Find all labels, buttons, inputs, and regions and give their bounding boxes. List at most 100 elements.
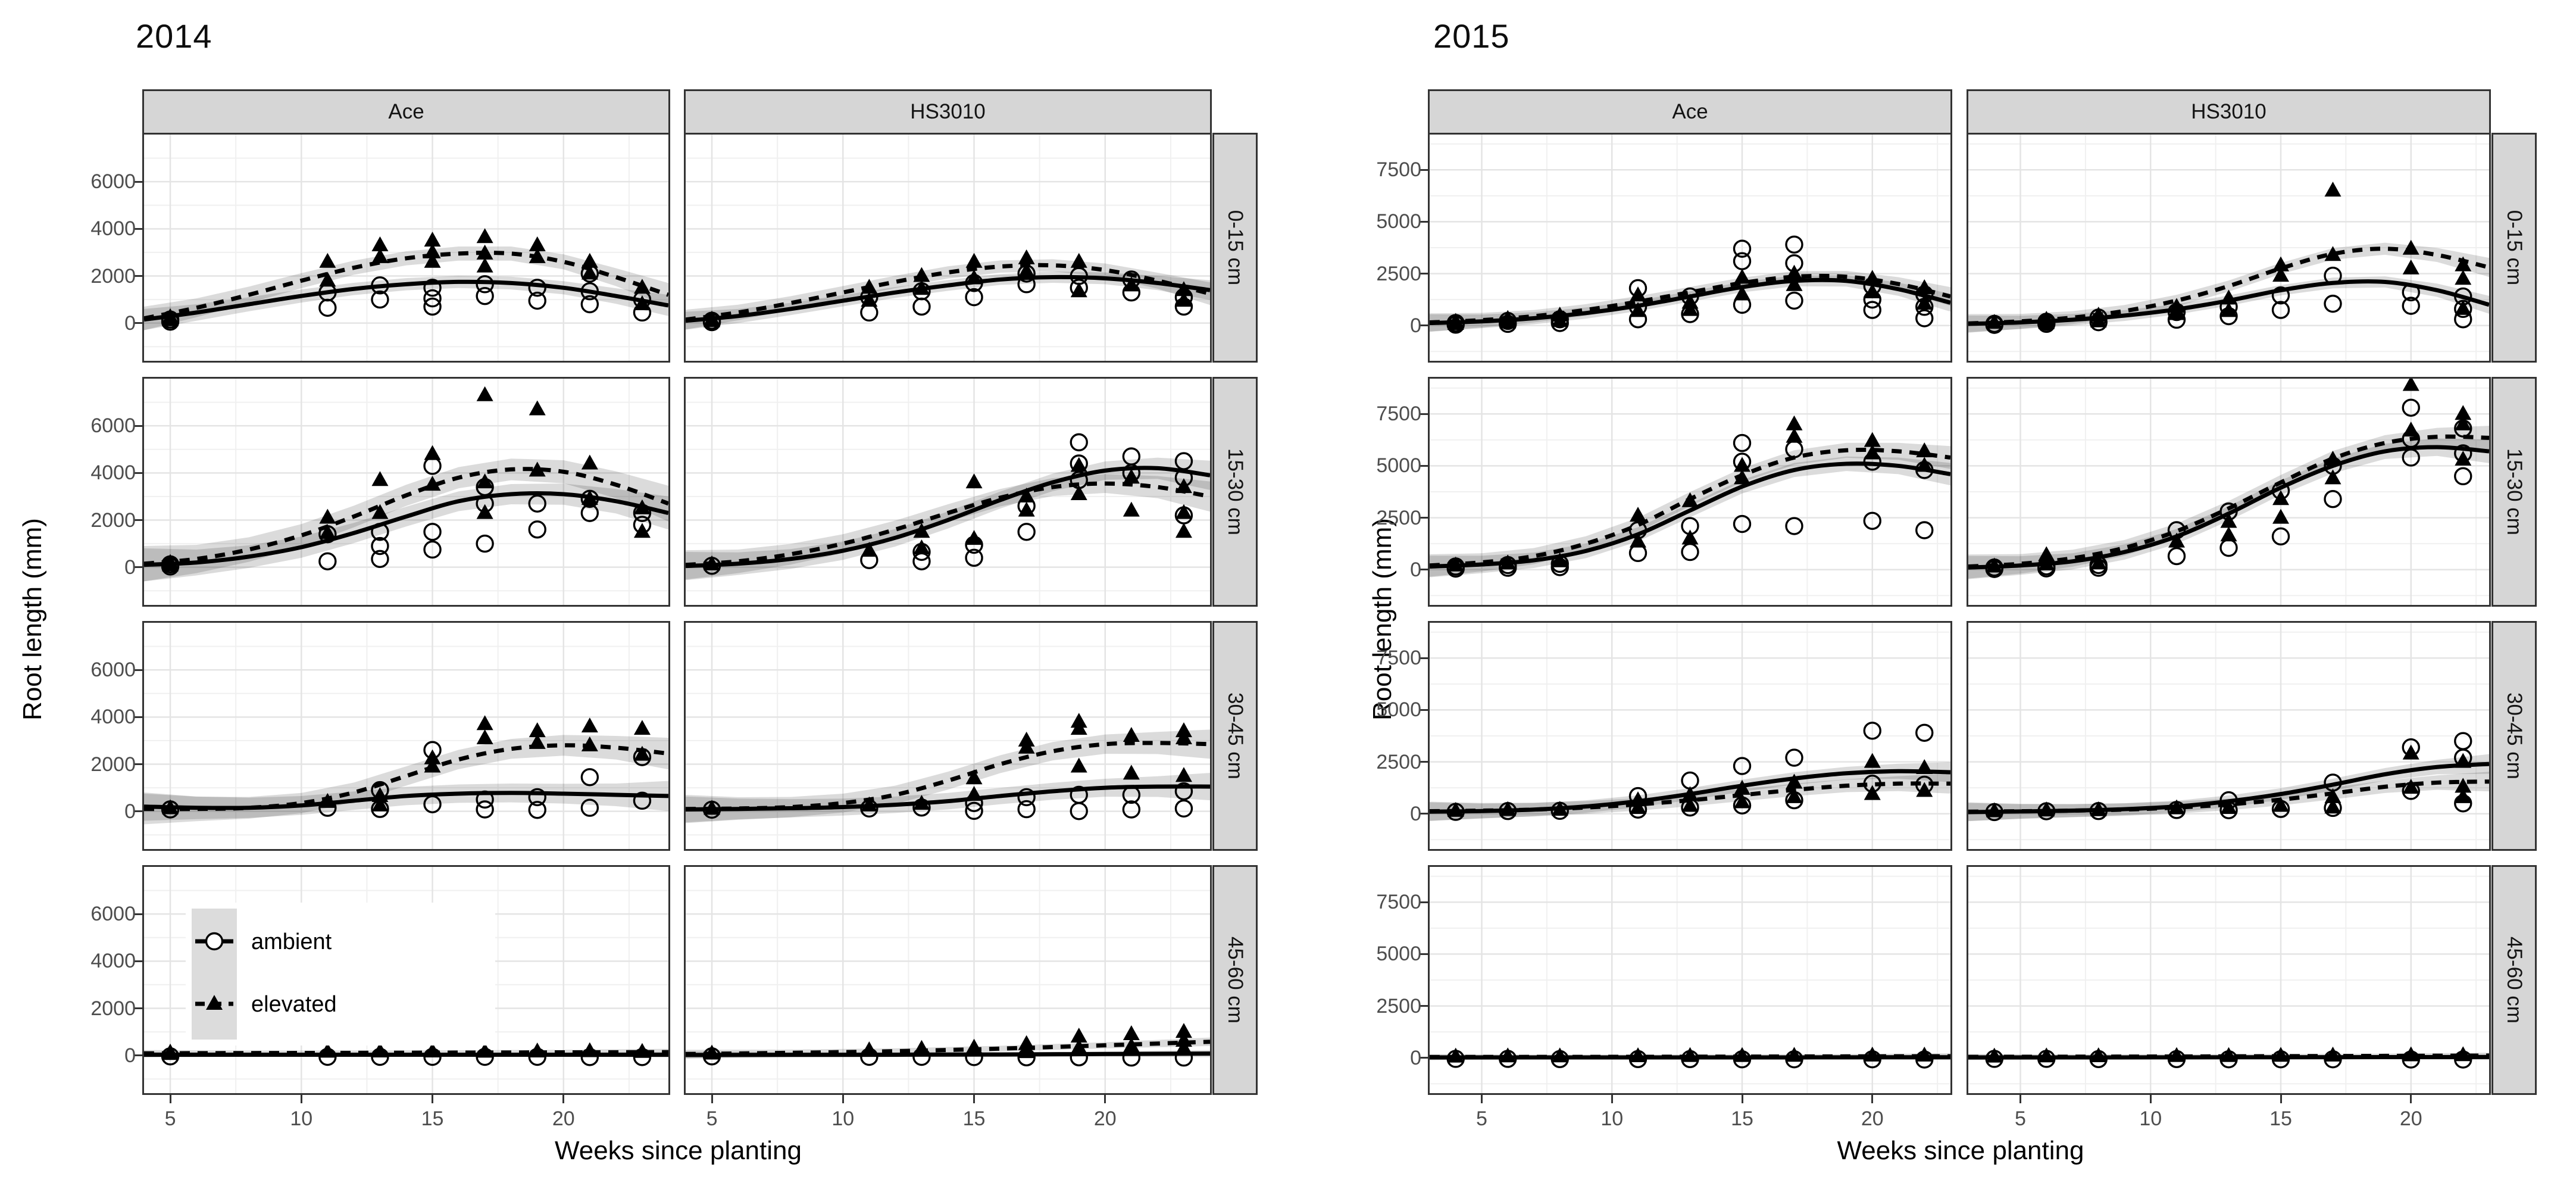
treatment-legend: ambient elevated (186, 903, 495, 1046)
facet-row-strip-30-45-cm: 30-45 cm (2491, 621, 2537, 851)
y-tick-mark (1420, 813, 1428, 815)
panel-2015-Ace-30-45-cm-plot (1430, 623, 1950, 849)
y-tick-label: 0 (124, 1044, 136, 1067)
y-tick-label: 2500 (1376, 750, 1421, 773)
x-tick-label: 5 (1476, 1107, 1487, 1130)
x-tick-label: 10 (2139, 1107, 2162, 1130)
x-tick-mark (2149, 1095, 2152, 1103)
y-tick-mark (134, 425, 142, 427)
y-tick-mark (1420, 517, 1428, 519)
panel-2015-Ace-15-30-cm-plot (1430, 379, 1950, 605)
y-tick-mark (134, 227, 142, 230)
x-tick-label: 15 (962, 1107, 986, 1130)
panel-2014-HS3010-0-15-cm-plot (686, 135, 1210, 361)
year-title-2014: 2014 (136, 17, 212, 55)
facet-column-strip-label: HS3010 (2191, 100, 2266, 123)
y-axis-title-2014: Root length (mm) (18, 518, 47, 720)
y-tick-label: 7500 (1376, 891, 1421, 914)
x-tick-label: 20 (552, 1107, 575, 1130)
panel-2015-Ace-45-60-cm (1428, 865, 1952, 1095)
facet-row-strip-label: 0-15 cm (2503, 210, 2526, 286)
y-tick-label: 4000 (90, 217, 136, 241)
facet-column-strip-Ace: Ace (1428, 89, 1952, 135)
y-tick-mark (134, 322, 142, 324)
facet-row-strip-label: 30-45 cm (2503, 692, 2526, 779)
facet-column-strip-HS3010: HS3010 (684, 89, 1212, 135)
x-tick-label: 5 (2015, 1107, 2026, 1130)
facet-row-strip-0-15-cm: 0-15 cm (1212, 133, 1258, 363)
y-tick-mark (134, 519, 142, 521)
y-tick-mark (1420, 220, 1428, 223)
panel-2014-HS3010-30-45-cm-plot (686, 623, 1210, 849)
x-tick-mark (432, 1095, 434, 1103)
y-tick-label: 5000 (1376, 698, 1421, 722)
facet-row-strip-15-30-cm: 15-30 cm (1212, 377, 1258, 607)
x-tick-mark (2019, 1095, 2021, 1103)
y-tick-label: 0 (1410, 314, 1421, 337)
panel-2014-HS3010-0-15-cm (684, 133, 1212, 363)
facet-row-strip-label: 30-45 cm (1224, 692, 1247, 779)
y-tick-mark (1420, 324, 1428, 327)
y-tick-mark (134, 275, 142, 277)
x-tick-label: 15 (421, 1107, 444, 1130)
y-tick-mark (1420, 413, 1428, 415)
y-tick-label: 0 (1410, 802, 1421, 825)
y-tick-label: 7500 (1376, 402, 1421, 426)
x-tick-mark (1481, 1095, 1483, 1103)
facet-row-strip-label: 45-60 cm (1224, 937, 1247, 1023)
y-tick-mark (134, 1054, 142, 1057)
x-tick-label: 10 (831, 1107, 855, 1130)
panel-2015-HS3010-45-60-cm-plot (1968, 867, 2489, 1093)
y-tick-mark (134, 669, 142, 671)
y-tick-mark (134, 763, 142, 765)
x-tick-label: 10 (1600, 1107, 1624, 1130)
panel-2015-HS3010-30-45-cm-plot (1968, 623, 2489, 849)
legend-label-elevated: elevated (251, 992, 337, 1017)
panel-2014-HS3010-45-60-cm (684, 865, 1212, 1095)
x-tick-mark (1871, 1095, 1874, 1103)
x-tick-label: 5 (706, 1107, 718, 1130)
y-tick-label: 0 (124, 556, 136, 579)
x-tick-mark (973, 1095, 976, 1103)
y-tick-mark (1420, 1005, 1428, 1007)
panel-2014-Ace-0-15-cm-plot (144, 135, 668, 361)
y-tick-mark (1420, 709, 1428, 711)
facet-row-strip-45-60-cm: 45-60 cm (1212, 865, 1258, 1095)
y-tick-mark (1420, 168, 1428, 171)
facet-column-strip-label: Ace (1672, 100, 1708, 123)
panel-2015-HS3010-15-30-cm-plot (1968, 379, 2489, 605)
x-tick-label: 15 (1731, 1107, 1753, 1130)
y-tick-label: 5000 (1376, 943, 1421, 966)
y-tick-mark (134, 913, 142, 915)
y-tick-label: 5000 (1376, 454, 1421, 478)
y-tick-label: 4000 (90, 461, 136, 485)
x-tick-mark (1611, 1095, 1613, 1103)
panel-2015-Ace-0-15-cm-plot (1430, 135, 1950, 361)
facet-column-strip-label: Ace (388, 100, 424, 123)
y-tick-mark (134, 180, 142, 183)
y-tick-label: 6000 (90, 414, 136, 438)
y-tick-label: 6000 (90, 903, 136, 926)
x-tick-mark (300, 1095, 302, 1103)
y-tick-label: 4000 (90, 950, 136, 973)
panel-2014-Ace-45-60-cm: ambient elevated (142, 865, 670, 1095)
panel-2015-Ace-30-45-cm (1428, 621, 1952, 851)
x-tick-mark (2280, 1095, 2282, 1103)
panel-2014-HS3010-15-30-cm (684, 377, 1212, 607)
y-tick-label: 0 (124, 800, 136, 823)
treatment-legend-keys: ambient elevated (192, 909, 337, 1040)
panel-2015-HS3010-15-30-cm (1967, 377, 2491, 607)
x-tick-mark (842, 1095, 844, 1103)
x-tick-mark (1104, 1095, 1106, 1103)
x-tick-mark (1741, 1095, 1743, 1103)
facet-row-strip-30-45-cm: 30-45 cm (1212, 621, 1258, 851)
x-tick-label: 15 (2269, 1107, 2292, 1130)
y-tick-label: 2500 (1376, 994, 1421, 1018)
y-tick-label: 2000 (90, 508, 136, 532)
y-tick-mark (1420, 464, 1428, 467)
panel-2014-Ace-0-15-cm (142, 133, 670, 363)
facet-row-strip-label: 0-15 cm (1224, 210, 1247, 286)
y-tick-label: 7500 (1376, 647, 1421, 670)
facet-row-strip-label: 15-30 cm (2503, 448, 2526, 535)
